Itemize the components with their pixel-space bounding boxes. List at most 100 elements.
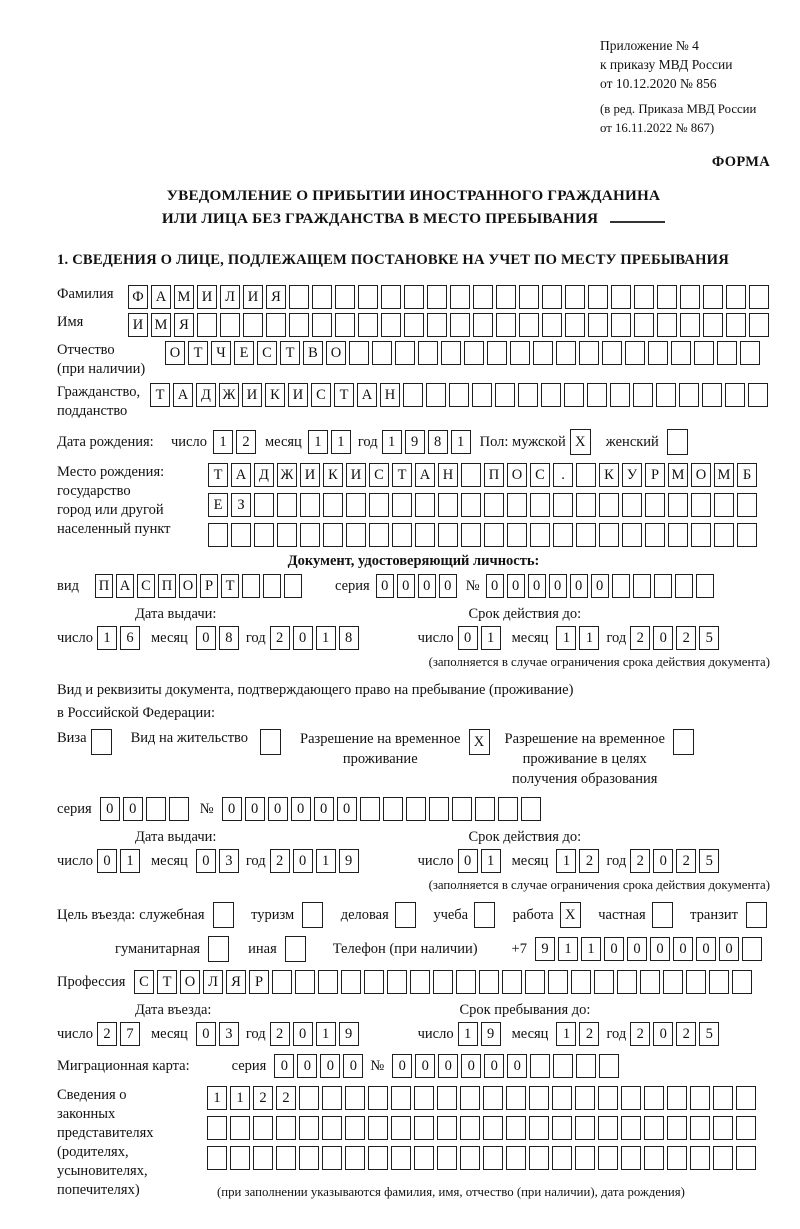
birth-place-cell[interactable]	[553, 523, 573, 547]
birth-place-cell[interactable]	[323, 523, 343, 547]
birth-place-cell[interactable]	[208, 523, 228, 547]
stay-day-cell[interactable]: 9	[480, 1022, 501, 1046]
representative-cell[interactable]	[276, 1146, 296, 1170]
patronymic-cell[interactable]: Ч	[211, 341, 231, 365]
birth-place-cell[interactable]	[300, 523, 320, 547]
phone-digit-cell[interactable]: 0	[695, 937, 716, 961]
given-name-cell[interactable]	[473, 313, 493, 337]
male-checkbox[interactable]: X	[569, 429, 591, 455]
given-name-cell[interactable]	[312, 313, 332, 337]
given-name-cell[interactable]	[404, 313, 424, 337]
birth-place-cell[interactable]	[300, 493, 320, 517]
identity-kind-cell[interactable]: П	[158, 574, 176, 598]
identity-issue-year-cell[interactable]: 8	[338, 626, 359, 650]
identity-kind-cell[interactable]: А	[116, 574, 134, 598]
representative-cell[interactable]	[207, 1146, 227, 1170]
purpose-ucheba-checkbox[interactable]	[474, 902, 496, 928]
representative-cell[interactable]	[552, 1116, 572, 1140]
residence-number-cell[interactable]	[405, 797, 426, 821]
birth-place-cell[interactable]	[254, 523, 274, 547]
identity-number-cell[interactable]: 0	[569, 574, 588, 598]
representative-cell[interactable]	[483, 1086, 503, 1110]
identity-number-cell[interactable]	[611, 574, 630, 598]
profession-cell[interactable]	[709, 970, 729, 994]
residence-series-cell[interactable]: 0	[122, 797, 143, 821]
representative-cell[interactable]	[575, 1086, 595, 1110]
surname-cell[interactable]	[289, 285, 309, 309]
birth-place-cell[interactable]: Ж	[277, 463, 297, 487]
representative-cell[interactable]	[644, 1086, 664, 1110]
representative-cell[interactable]	[621, 1086, 641, 1110]
representative-cell[interactable]	[506, 1086, 526, 1110]
birth-place-cell[interactable]	[461, 523, 481, 547]
representative-cell[interactable]	[368, 1086, 388, 1110]
citizenship-cell[interactable]	[541, 383, 561, 407]
birth-place-cell[interactable]: У	[622, 463, 642, 487]
migration-number-cell[interactable]	[530, 1054, 551, 1078]
profession-cell[interactable]	[318, 970, 338, 994]
representative-cell[interactable]	[230, 1116, 250, 1140]
identity-number-cell[interactable]: 0	[527, 574, 546, 598]
residence-number-cell[interactable]: 0	[336, 797, 357, 821]
citizenship-cell[interactable]: Д	[196, 383, 216, 407]
representative-cell[interactable]	[391, 1146, 411, 1170]
given-name-cell[interactable]	[519, 313, 539, 337]
representative-cell[interactable]	[460, 1086, 480, 1110]
birth-place-cell[interactable]	[392, 523, 412, 547]
phone-digit-cell[interactable]: 1	[557, 937, 578, 961]
identity-kind-cell[interactable]	[242, 574, 260, 598]
purpose-chastnaya-checkbox[interactable]	[651, 902, 673, 928]
given-name-cell[interactable]	[542, 313, 562, 337]
given-name-cell[interactable]: М	[151, 313, 171, 337]
identity-series-cell[interactable]: 0	[375, 574, 394, 598]
residence-issue-year-cell[interactable]: 1	[315, 849, 336, 873]
given-name-cell[interactable]	[358, 313, 378, 337]
representative-cell[interactable]	[667, 1146, 687, 1170]
representative-cell[interactable]	[345, 1116, 365, 1140]
citizenship-cell[interactable]	[702, 383, 722, 407]
given-name-cell[interactable]	[220, 313, 240, 337]
representative-cell[interactable]	[736, 1116, 756, 1140]
surname-cell[interactable]	[542, 285, 562, 309]
representative-cell[interactable]	[506, 1146, 526, 1170]
representative-cell[interactable]	[345, 1146, 365, 1170]
residence-issue-year-cell[interactable]: 2	[269, 849, 290, 873]
birth-place-cell[interactable]: С	[530, 463, 550, 487]
birth-place-cell[interactable]	[507, 493, 527, 517]
profession-cell[interactable]	[410, 970, 430, 994]
profession-cell[interactable]	[341, 970, 361, 994]
given-name-cell[interactable]	[680, 313, 700, 337]
birth-place-cell[interactable]	[668, 523, 688, 547]
given-name-cell[interactable]	[657, 313, 677, 337]
residence-issue-month-cell[interactable]: 0	[195, 849, 216, 873]
identity-valid-year-cell[interactable]: 0	[653, 626, 674, 650]
representative-cell[interactable]: 1	[207, 1086, 227, 1110]
profession-cell[interactable]	[548, 970, 568, 994]
purpose-delovaya-checkbox[interactable]	[394, 902, 416, 928]
identity-kind-cell[interactable]: Т	[221, 574, 239, 598]
birth-month-cell[interactable]: 1	[307, 430, 328, 454]
birth-place-cell[interactable]	[691, 493, 711, 517]
migration-number-cell[interactable]: 0	[415, 1054, 436, 1078]
given-name-cell[interactable]	[243, 313, 263, 337]
surname-cell[interactable]	[450, 285, 470, 309]
citizenship-cell[interactable]	[449, 383, 469, 407]
entry-day-cell[interactable]: 7	[119, 1022, 140, 1046]
residence-series-cell[interactable]: 0	[99, 797, 120, 821]
residence-number-cell[interactable]	[382, 797, 403, 821]
representative-cell[interactable]	[414, 1086, 434, 1110]
representative-cell[interactable]	[598, 1086, 618, 1110]
profession-cell[interactable]	[295, 970, 315, 994]
residence-issue-day-cell[interactable]: 0	[96, 849, 117, 873]
birth-place-cell[interactable]: С	[369, 463, 389, 487]
entry-year-cell[interactable]: 0	[292, 1022, 313, 1046]
citizenship-cell[interactable]	[610, 383, 630, 407]
representative-cell[interactable]	[414, 1146, 434, 1170]
migration-number-cell[interactable]	[576, 1054, 597, 1078]
citizenship-cell[interactable]: И	[242, 383, 262, 407]
surname-cell[interactable]	[358, 285, 378, 309]
identity-number-cell[interactable]: 0	[485, 574, 504, 598]
birth-place-cell[interactable]: Т	[208, 463, 228, 487]
identity-number-cell[interactable]	[653, 574, 672, 598]
citizenship-cell[interactable]: Т	[150, 383, 170, 407]
